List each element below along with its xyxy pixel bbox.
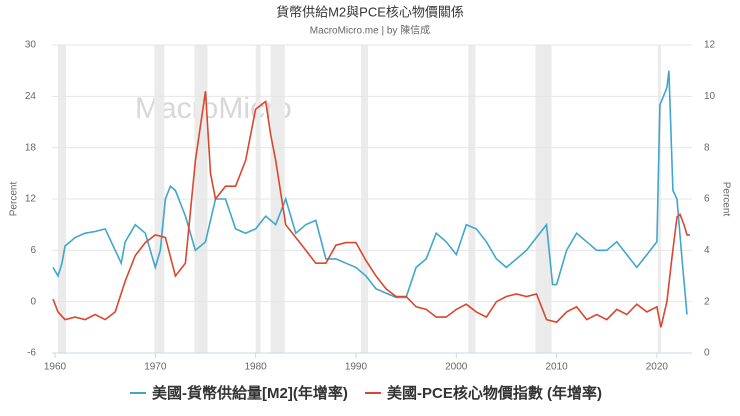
x-tick-label: 2010 bbox=[545, 362, 568, 373]
x-tick-label: 2000 bbox=[445, 362, 468, 373]
y-tick-label: 30 bbox=[25, 40, 37, 51]
y-tick-label: 6 bbox=[30, 245, 36, 256]
x-tick-label: 2020 bbox=[646, 362, 669, 373]
series-line bbox=[52, 91, 690, 328]
y2-axis-label: Percent bbox=[720, 182, 731, 217]
x-tick-label: 1990 bbox=[345, 362, 368, 373]
y-tick-label: 12 bbox=[25, 194, 37, 205]
y2-tick-label: 10 bbox=[704, 91, 716, 102]
y-tick-label: 24 bbox=[25, 91, 37, 102]
x-tick-label: 1960 bbox=[44, 362, 67, 373]
legend-label: 美國-貨幣供給量[M2](年增率) bbox=[152, 384, 348, 402]
chart-title: 貨幣供給M2與PCE核心物價關係 bbox=[276, 4, 464, 19]
y-tick-label: 18 bbox=[25, 142, 37, 153]
y2-tick-label: 2 bbox=[704, 296, 710, 307]
legend-label: 美國-PCE核心物價指數 (年增率) bbox=[387, 384, 602, 402]
y2-tick-label: 4 bbox=[704, 245, 710, 256]
y2-tick-label: 12 bbox=[704, 40, 716, 51]
y-axis-label: Percent bbox=[9, 182, 20, 217]
y-tick-label: 0 bbox=[30, 296, 36, 307]
chart-subtitle: MacroMicro.me | by 陳信成 bbox=[310, 25, 430, 37]
x-tick-label: 1970 bbox=[144, 362, 167, 373]
y2-tick-label: 6 bbox=[704, 194, 710, 205]
y-tick-label: -6 bbox=[27, 348, 36, 359]
x-tick-label: 1980 bbox=[245, 362, 268, 373]
y2-tick-label: 0 bbox=[704, 348, 710, 359]
series-line bbox=[52, 70, 688, 315]
y2-tick-label: 8 bbox=[704, 142, 710, 153]
